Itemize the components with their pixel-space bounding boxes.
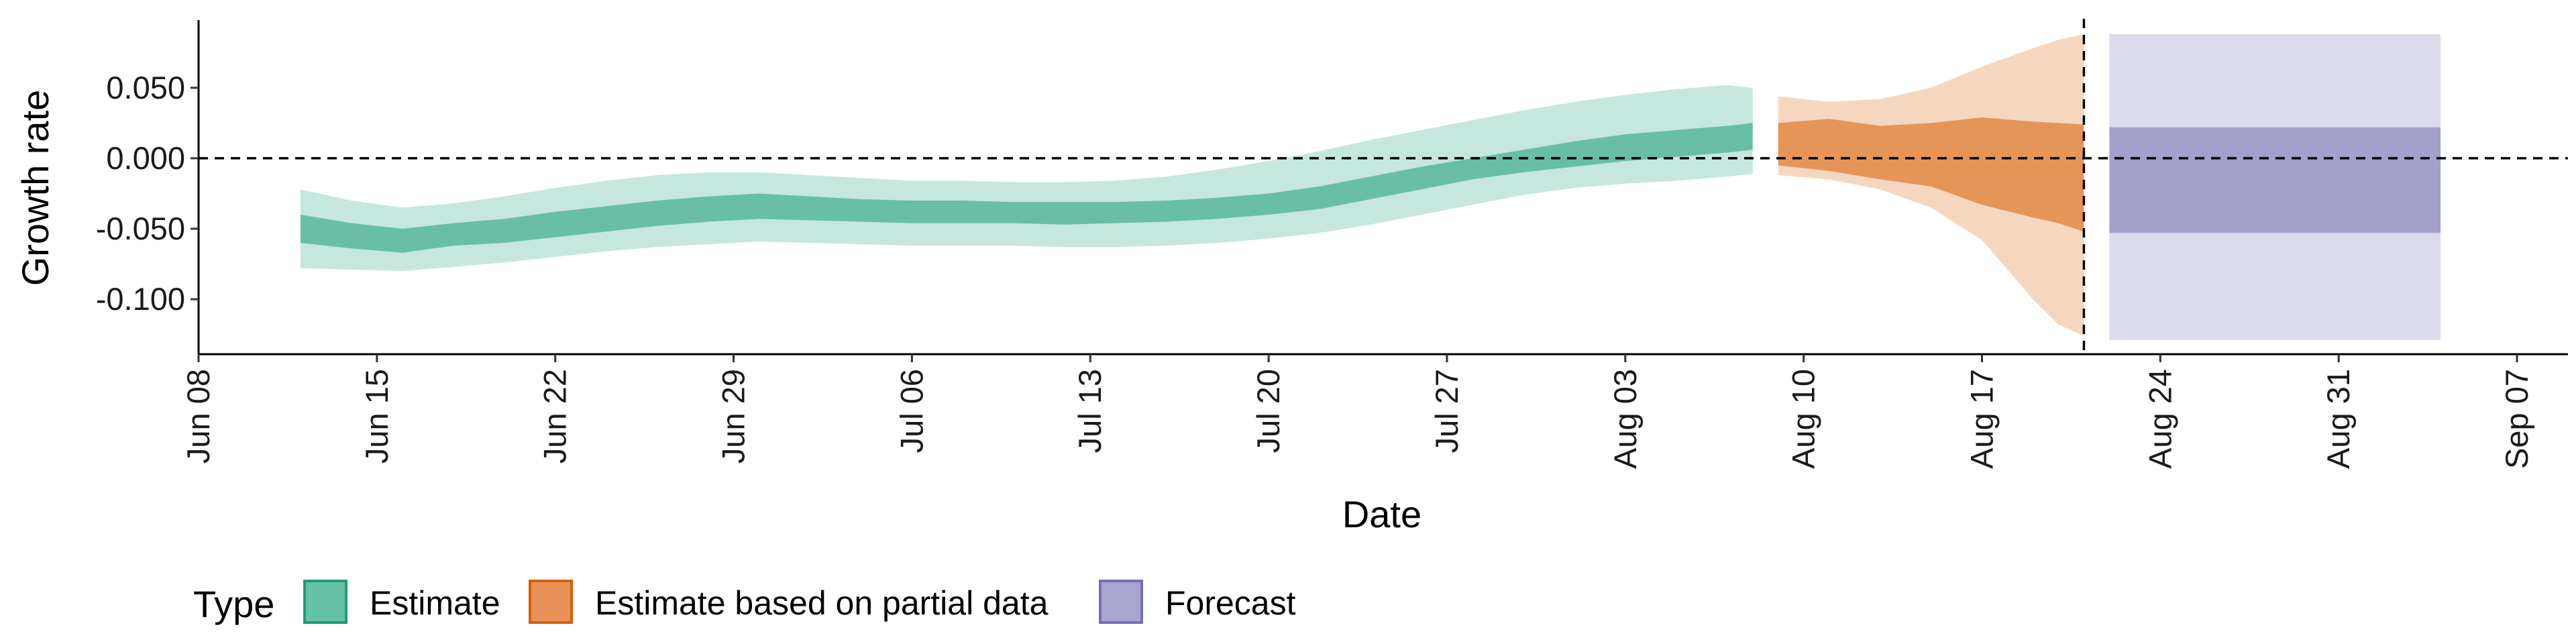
legend-key-estimate-based-on-partial-data xyxy=(529,580,573,624)
legend-label-forecast: Forecast xyxy=(1165,584,1296,622)
x-tick-label: Jul 27 xyxy=(1429,369,1464,453)
x-tick-label: Jul 06 xyxy=(894,369,929,453)
legend-key-forecast xyxy=(1099,580,1143,624)
axes: 0.050 0.000 -0.050 -0.100 Jun 08 Jun 15 Jun 22… xyxy=(96,20,2568,469)
x-tick-label: Aug 10 xyxy=(1786,369,1821,469)
legend-label-estimate-based-on-partial-data: Estimate based on partial data xyxy=(595,584,1049,622)
x-tick-label: Aug 17 xyxy=(1964,369,2000,469)
x-tick-label: Aug 31 xyxy=(2320,369,2356,469)
x-tick-label: Aug 03 xyxy=(1607,369,1643,469)
x-tick-label: Jun 22 xyxy=(537,369,573,464)
series-bands xyxy=(300,34,2441,340)
x-tick-label: Jul 20 xyxy=(1250,369,1286,453)
x-tick-label: Jun 08 xyxy=(180,369,216,464)
x-tick-label: Sep 07 xyxy=(2499,369,2534,469)
estimate-inner-band xyxy=(300,123,1753,253)
reference-lines xyxy=(199,19,2568,354)
x-tick-label: Jun 29 xyxy=(716,369,751,464)
forecast-inner-band xyxy=(2109,127,2441,233)
y-tick-label: -0.050 xyxy=(96,211,185,246)
x-axis-title: Date xyxy=(1342,493,1421,535)
x-tick-label: Jul 13 xyxy=(1072,369,1108,453)
estimate-outer-band xyxy=(300,85,1753,271)
estimate-based-on-partial-data-inner-band xyxy=(1778,117,2084,232)
y-tick-label: 0.050 xyxy=(106,70,185,105)
y-tick-label: -0.100 xyxy=(96,281,185,317)
y-axis-title: Growth rate xyxy=(14,90,56,286)
x-tick-label: Jun 15 xyxy=(359,369,394,464)
x-tick-label: Aug 24 xyxy=(2142,369,2178,469)
y-tick-label: 0.000 xyxy=(106,140,185,176)
legend-label-estimate: Estimate xyxy=(370,584,500,622)
legend: Type Estimate Estimate based on partial d… xyxy=(193,580,1296,625)
legend-title: Type xyxy=(193,583,274,625)
legend-key-estimate xyxy=(303,580,347,624)
